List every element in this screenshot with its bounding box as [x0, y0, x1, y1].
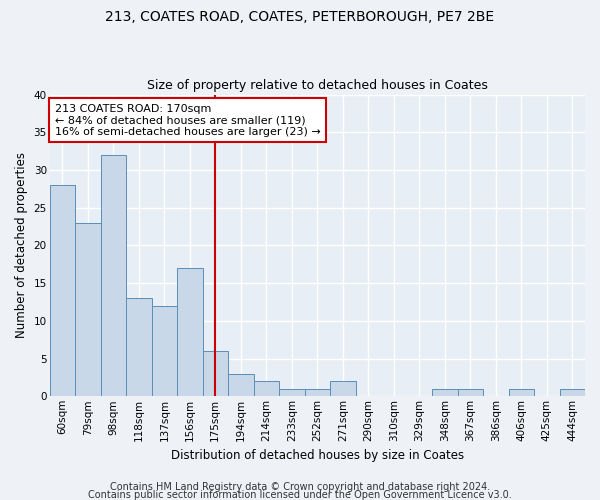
- Bar: [458, 388, 483, 396]
- Text: Contains public sector information licensed under the Open Government Licence v3: Contains public sector information licen…: [88, 490, 512, 500]
- Y-axis label: Number of detached properties: Number of detached properties: [15, 152, 28, 338]
- Bar: [560, 388, 585, 396]
- Bar: [177, 268, 203, 396]
- Bar: [254, 381, 279, 396]
- Bar: [228, 374, 254, 396]
- Bar: [279, 388, 305, 396]
- Bar: [432, 388, 458, 396]
- Bar: [126, 298, 152, 396]
- Text: 213, COATES ROAD, COATES, PETERBOROUGH, PE7 2BE: 213, COATES ROAD, COATES, PETERBOROUGH, …: [106, 10, 494, 24]
- Bar: [50, 185, 75, 396]
- Text: Contains HM Land Registry data © Crown copyright and database right 2024.: Contains HM Land Registry data © Crown c…: [110, 482, 490, 492]
- X-axis label: Distribution of detached houses by size in Coates: Distribution of detached houses by size …: [171, 450, 464, 462]
- Title: Size of property relative to detached houses in Coates: Size of property relative to detached ho…: [147, 79, 488, 92]
- Text: 213 COATES ROAD: 170sqm
← 84% of detached houses are smaller (119)
16% of semi-d: 213 COATES ROAD: 170sqm ← 84% of detache…: [55, 104, 320, 137]
- Bar: [509, 388, 534, 396]
- Bar: [203, 351, 228, 397]
- Bar: [152, 306, 177, 396]
- Bar: [101, 155, 126, 396]
- Bar: [330, 381, 356, 396]
- Bar: [305, 388, 330, 396]
- Bar: [75, 223, 101, 396]
